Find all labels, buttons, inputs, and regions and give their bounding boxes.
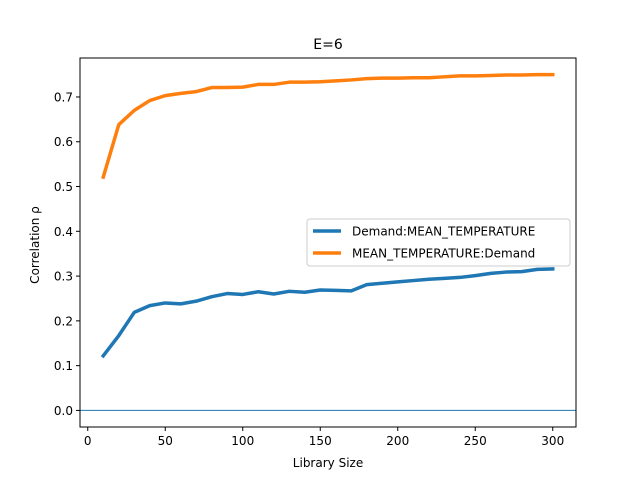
y-tick-label: 0.7 [54, 90, 73, 104]
legend-box [306, 218, 571, 267]
y-tick-label: 0.0 [54, 404, 73, 418]
legend-label-mean-temperature-demand: MEAN_TEMPERATURE:Demand [352, 247, 535, 261]
x-tick-label: 0 [84, 434, 92, 448]
x-tick-label: 200 [386, 434, 409, 448]
x-axis-label: Library Size [293, 456, 363, 470]
x-tick-label: 100 [231, 434, 254, 448]
y-axis-label: Correlation ρ [28, 206, 42, 284]
x-tick-label: 250 [464, 434, 487, 448]
plot-marks [80, 72, 576, 411]
y-tick-label: 0.1 [54, 359, 73, 373]
y-tick-label: 0.5 [54, 180, 73, 194]
y-tick-label: 0.4 [54, 225, 73, 239]
x-tick-label: 50 [158, 434, 173, 448]
y-tick-label: 0.2 [54, 314, 73, 328]
series-line-mean-temperature-demand [101, 72, 555, 180]
legend-label-demand-mean-temperature: Demand:MEAN_TEMPERATURE [352, 225, 535, 239]
x-tick-label: 300 [541, 434, 564, 448]
plot-frame [79, 57, 577, 428]
series-line-demand-mean-temperature [100, 267, 555, 359]
legend: Demand:MEAN_TEMPERATURE MEAN_TEMPERATURE… [306, 218, 571, 267]
axes: 0 50 100 150 200 250 300 0.0 0.1 0.2 0.3 0.4 0.5 0.6 0… [54, 57, 577, 448]
chart-title: E=6 [313, 37, 343, 53]
x-tick-label: 150 [309, 434, 332, 448]
y-tick-label: 0.6 [54, 135, 73, 149]
y-tick-label: 0.3 [54, 270, 73, 284]
